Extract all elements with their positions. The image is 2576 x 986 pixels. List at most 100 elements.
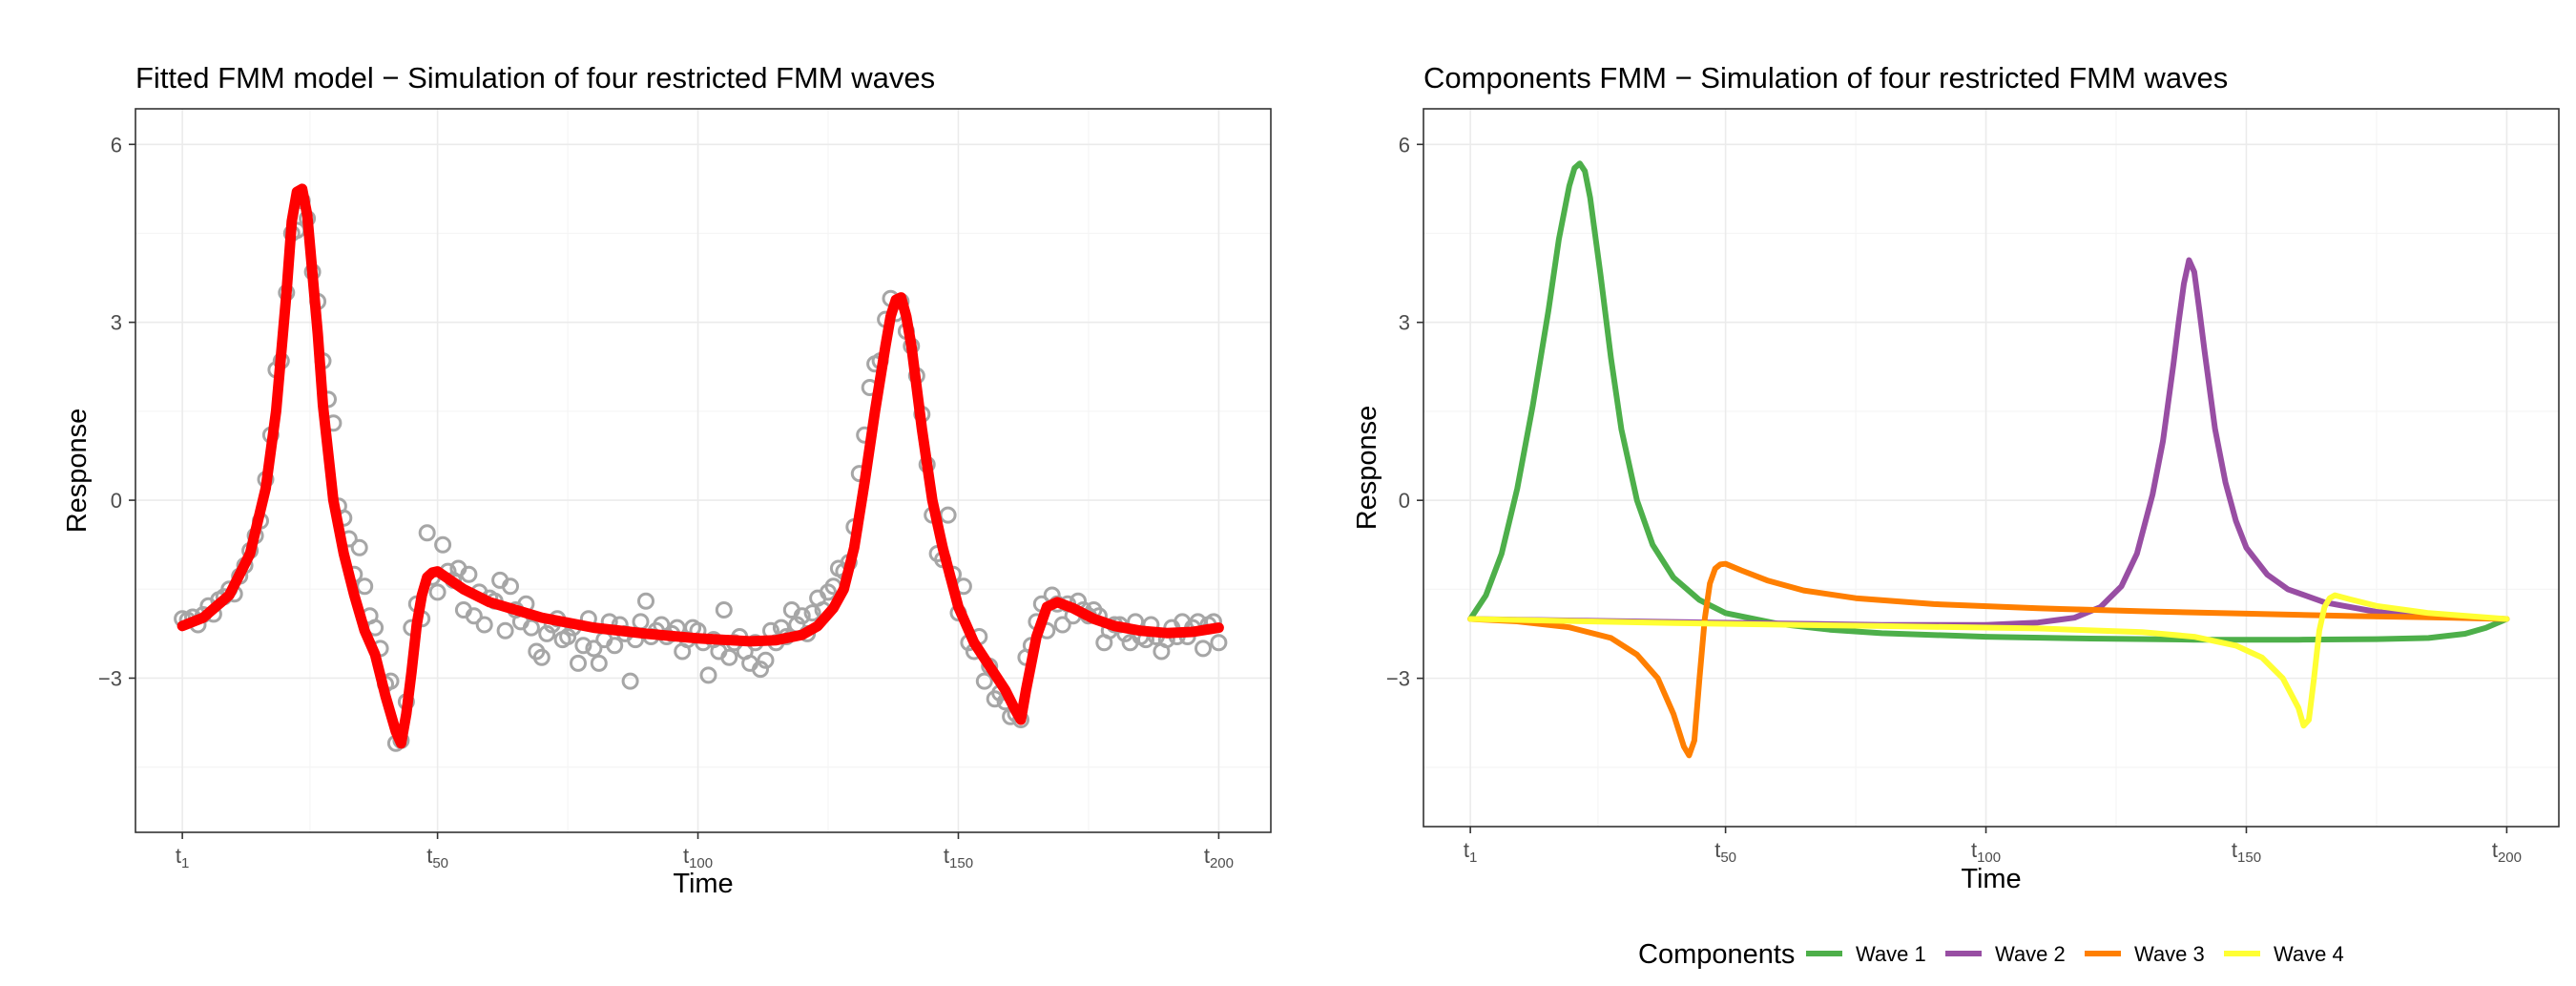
series-line-wave-2 xyxy=(1467,257,2510,628)
right-y-tick-label: 3 xyxy=(1399,311,1410,335)
left-y-tick-label: −3 xyxy=(98,666,122,690)
left-x-tick-sub: 1 xyxy=(181,855,189,871)
right-x-tick-sub: 50 xyxy=(1720,850,1736,866)
left-x-tick-label: t100 xyxy=(683,844,713,871)
observation-point xyxy=(632,613,650,631)
right-x-tick-base: t xyxy=(2232,838,2237,862)
left-y-tick-label: 3 xyxy=(111,311,122,335)
legend-label-wave-3: Wave 3 xyxy=(2134,942,2205,966)
observation-point xyxy=(465,607,483,625)
right-x-tick-sub: 100 xyxy=(1977,850,2001,866)
observation-point xyxy=(621,672,639,690)
right-x-axis-title: Time xyxy=(1961,864,2021,894)
left-chart-title: Fitted FMM model − Simulation of four re… xyxy=(135,61,935,94)
observation-point xyxy=(522,619,540,637)
observation-point xyxy=(585,640,603,658)
left-x-tick-base: t xyxy=(426,844,432,868)
legend-item-wave-4: Wave 4 xyxy=(2224,942,2344,966)
right-y-tick-label: 6 xyxy=(1399,133,1410,157)
right-grid xyxy=(1423,109,2559,827)
legend-label-wave-4: Wave 4 xyxy=(2274,942,2344,966)
legend-item-wave-3: Wave 3 xyxy=(2085,942,2205,966)
observation-point xyxy=(606,637,624,655)
legend-title: Components xyxy=(1638,939,1795,970)
components-chart: Components FMM − Simulation of four rest… xyxy=(1352,61,2560,894)
right-x-tick-label: t200 xyxy=(2492,838,2522,866)
right-x-tick-label: t100 xyxy=(1971,838,2001,866)
left-x-tick-sub: 200 xyxy=(1210,855,1234,871)
observation-point xyxy=(350,538,368,556)
right-y-axis-title: Response xyxy=(1352,406,1382,531)
left-y-ticks: −3 0 3 6 xyxy=(98,133,135,690)
observation-point xyxy=(538,624,556,642)
observation-point xyxy=(428,583,447,601)
left-x-tick-base: t xyxy=(683,844,689,868)
observation-point xyxy=(590,654,608,672)
left-x-tick-label: t200 xyxy=(1204,844,1234,871)
right-y-tick-label: −3 xyxy=(1386,667,1410,691)
right-x-tick-label: t1 xyxy=(1464,838,1477,866)
left-x-tick-label: t50 xyxy=(426,844,448,871)
observation-point xyxy=(1053,616,1071,634)
observation-point xyxy=(699,666,717,684)
right-x-tick-base: t xyxy=(2492,838,2498,862)
observation-point xyxy=(939,506,957,524)
observation-point xyxy=(637,592,654,610)
legend-label-wave-2: Wave 2 xyxy=(1995,942,2066,966)
left-fit-line-group xyxy=(177,183,1224,749)
legend-item-wave-1: Wave 1 xyxy=(1806,942,1926,966)
left-x-tick-label: t1 xyxy=(176,844,189,871)
legend: Components Wave 1 Wave 2 Wave 3 Wave 4 xyxy=(1638,939,2344,970)
right-series-group xyxy=(1467,160,2510,759)
observation-point xyxy=(757,651,775,669)
left-x-tick-label: t150 xyxy=(944,844,973,871)
observation-point xyxy=(1210,634,1228,652)
observation-point xyxy=(803,604,821,622)
series-line-wave-4 xyxy=(1467,592,2510,729)
left-panel-border xyxy=(135,108,1272,833)
observation-point xyxy=(752,661,769,679)
observation-point xyxy=(532,648,551,666)
right-x-ticks: t1 t50 t100 t150 t200 xyxy=(1464,827,2522,866)
observation-point xyxy=(715,601,733,619)
observation-point xyxy=(418,524,436,542)
left-x-tick-sub: 100 xyxy=(689,855,713,871)
observation-point xyxy=(475,616,493,634)
observation-point xyxy=(434,535,452,554)
observation-point xyxy=(502,577,519,596)
right-chart-title: Components FMM − Simulation of four rest… xyxy=(1423,61,2228,94)
observation-point xyxy=(356,577,374,596)
right-panel-border xyxy=(1423,108,2560,828)
right-x-tick-sub: 150 xyxy=(2237,850,2261,866)
right-x-tick-base: t xyxy=(1714,838,1720,862)
observation-point xyxy=(793,607,811,625)
observation-point xyxy=(496,621,514,640)
right-x-tick-sub: 200 xyxy=(2498,850,2522,866)
left-x-tick-sub: 150 xyxy=(949,855,973,871)
left-x-tick-base: t xyxy=(176,844,181,868)
series-line-wave-3 xyxy=(1467,560,2510,759)
left-y-tick-label: 6 xyxy=(111,133,122,157)
left-x-axis-title: Time xyxy=(673,869,733,899)
right-x-tick-base: t xyxy=(1971,838,1977,862)
right-x-tick-base: t xyxy=(1464,838,1469,862)
right-y-ticks: −3 0 3 6 xyxy=(1386,133,1423,691)
left-x-tick-base: t xyxy=(1204,844,1210,868)
observation-point xyxy=(720,648,738,666)
right-x-tick-sub: 1 xyxy=(1469,850,1477,866)
right-x-tick-label: t50 xyxy=(1714,838,1736,866)
series-line-wave-1 xyxy=(1467,160,2510,643)
left-x-ticks: t1 t50 t100 t150 t200 xyxy=(176,832,1234,871)
left-y-axis-title: Response xyxy=(62,409,93,534)
right-x-tick-label: t150 xyxy=(2232,838,2261,866)
left-x-tick-sub: 50 xyxy=(432,855,448,871)
fitted-fmm-line xyxy=(177,183,1224,749)
legend-label-wave-1: Wave 1 xyxy=(1856,942,1926,966)
observation-point xyxy=(975,672,993,690)
left-y-tick-label: 0 xyxy=(111,489,122,513)
legend-item-wave-2: Wave 2 xyxy=(1945,942,2066,966)
observation-point xyxy=(574,637,592,655)
fitted-model-chart: Fitted FMM model − Simulation of four re… xyxy=(62,61,1272,899)
observation-point xyxy=(1195,640,1212,658)
